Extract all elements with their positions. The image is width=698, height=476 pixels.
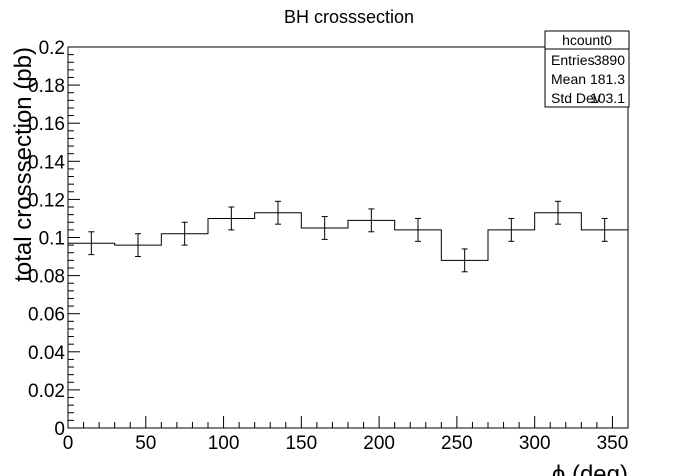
- y-tick-label: 0.16: [28, 114, 65, 135]
- x-tick-label: 100: [208, 433, 240, 454]
- y-tick-label: 0.04: [28, 343, 65, 364]
- y-tick-label: 0.2: [39, 38, 65, 59]
- stats-box-title: hcount0: [562, 32, 612, 48]
- stats-entries-label: Entries: [551, 52, 595, 68]
- y-tick-label: 0.08: [28, 267, 65, 288]
- stats-mean-value: 181.3: [590, 71, 625, 87]
- plot-frame: [67, 46, 629, 429]
- chart-title: BH crosssection: [284, 7, 414, 27]
- y-tick-label: 0.18: [28, 76, 65, 97]
- histogram-outline: [68, 212, 628, 261]
- stats-stddev-value: 103.1: [590, 90, 625, 106]
- stats-stddev-label: Std Dev: [551, 90, 601, 106]
- x-tick-label: 300: [519, 433, 551, 454]
- stats-box-frame: [544, 30, 630, 108]
- stats-mean-label: Mean: [551, 71, 586, 87]
- x-tick-label: 150: [285, 433, 317, 454]
- stats-entries-value: 3890: [594, 52, 625, 68]
- x-tick-label: 50: [135, 433, 156, 454]
- x-tick-label: 250: [441, 433, 473, 454]
- y-tick-label: 0.02: [28, 381, 65, 402]
- x-tick-label: 350: [597, 433, 629, 454]
- stats-box: hcount0 Entries 3890 Mean 181.3 Std Dev …: [544, 30, 630, 108]
- y-tick-label: 0.1: [39, 229, 65, 250]
- y-tick-label: 0: [54, 419, 65, 440]
- y-axis-title: total crosssection (pb): [10, 47, 37, 282]
- plot-area: 0 50 100 150 200 250 300 350 0 0.02 0.04 0.06 0.08 0.…: [28, 38, 629, 454]
- y-tick-label: 0.12: [28, 190, 65, 211]
- x-tick-label: 200: [363, 433, 395, 454]
- x-axis-title: ϕ (deg): [552, 461, 628, 476]
- y-tick-label: 0.14: [28, 152, 65, 173]
- y-tick-label: 0.06: [28, 305, 65, 326]
- x-tick-label: 0: [63, 433, 74, 454]
